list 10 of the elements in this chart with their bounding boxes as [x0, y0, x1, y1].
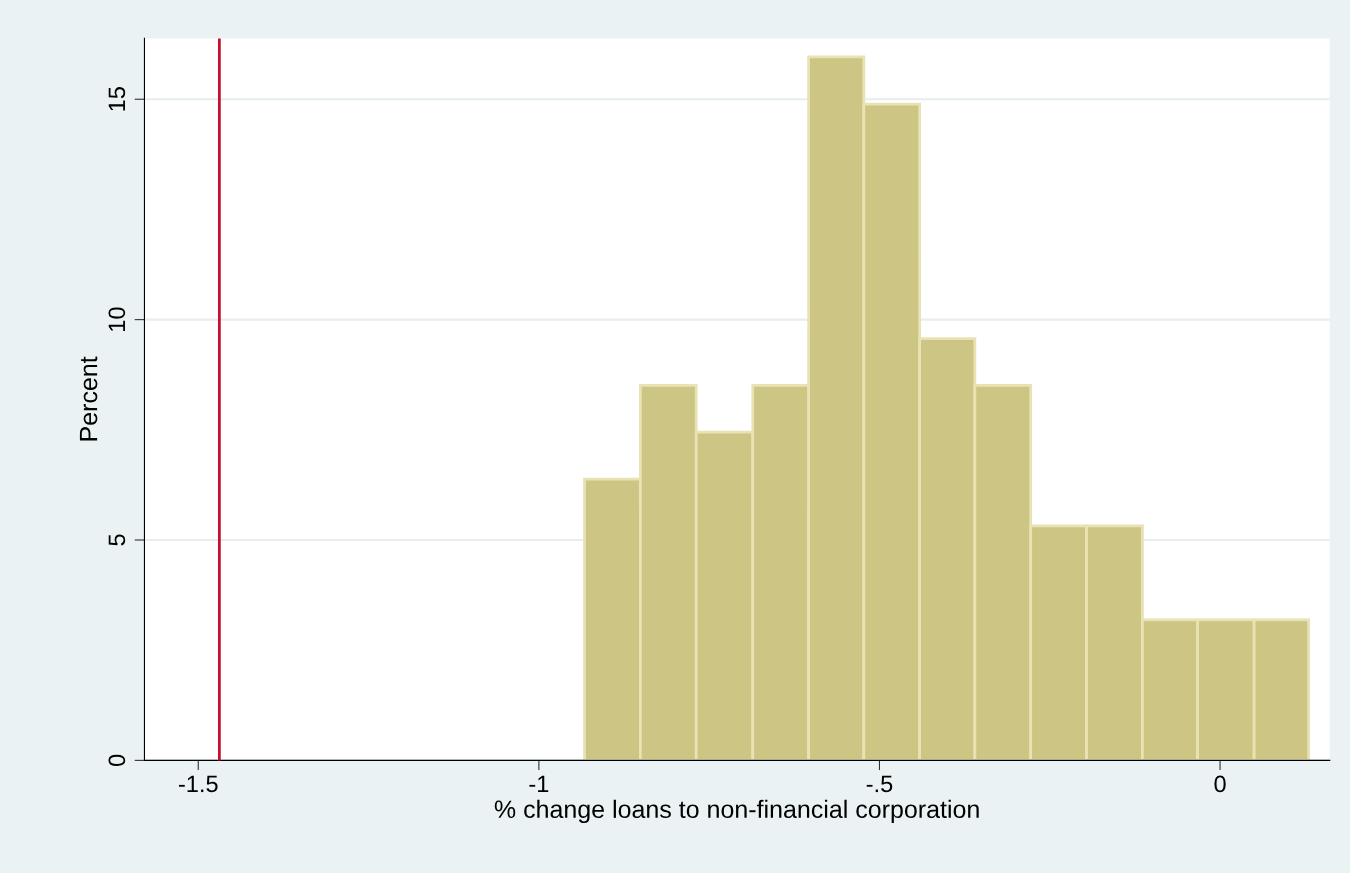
y-axis-title: Percent: [79, 356, 98, 441]
x-tick-label: -.5: [866, 775, 893, 793]
y-tick-label: 15: [108, 87, 126, 111]
y-tick-label: 0: [108, 754, 126, 767]
y-tick-label: 5: [108, 534, 126, 546]
x-axis-title: % change loans to non-financial corporation: [494, 799, 979, 824]
x-tick-label: 0: [1214, 775, 1226, 793]
x-tick-label: -1.5: [178, 775, 218, 793]
y-tick-label: 10: [108, 307, 126, 331]
x-tick-label: -1: [529, 775, 549, 793]
